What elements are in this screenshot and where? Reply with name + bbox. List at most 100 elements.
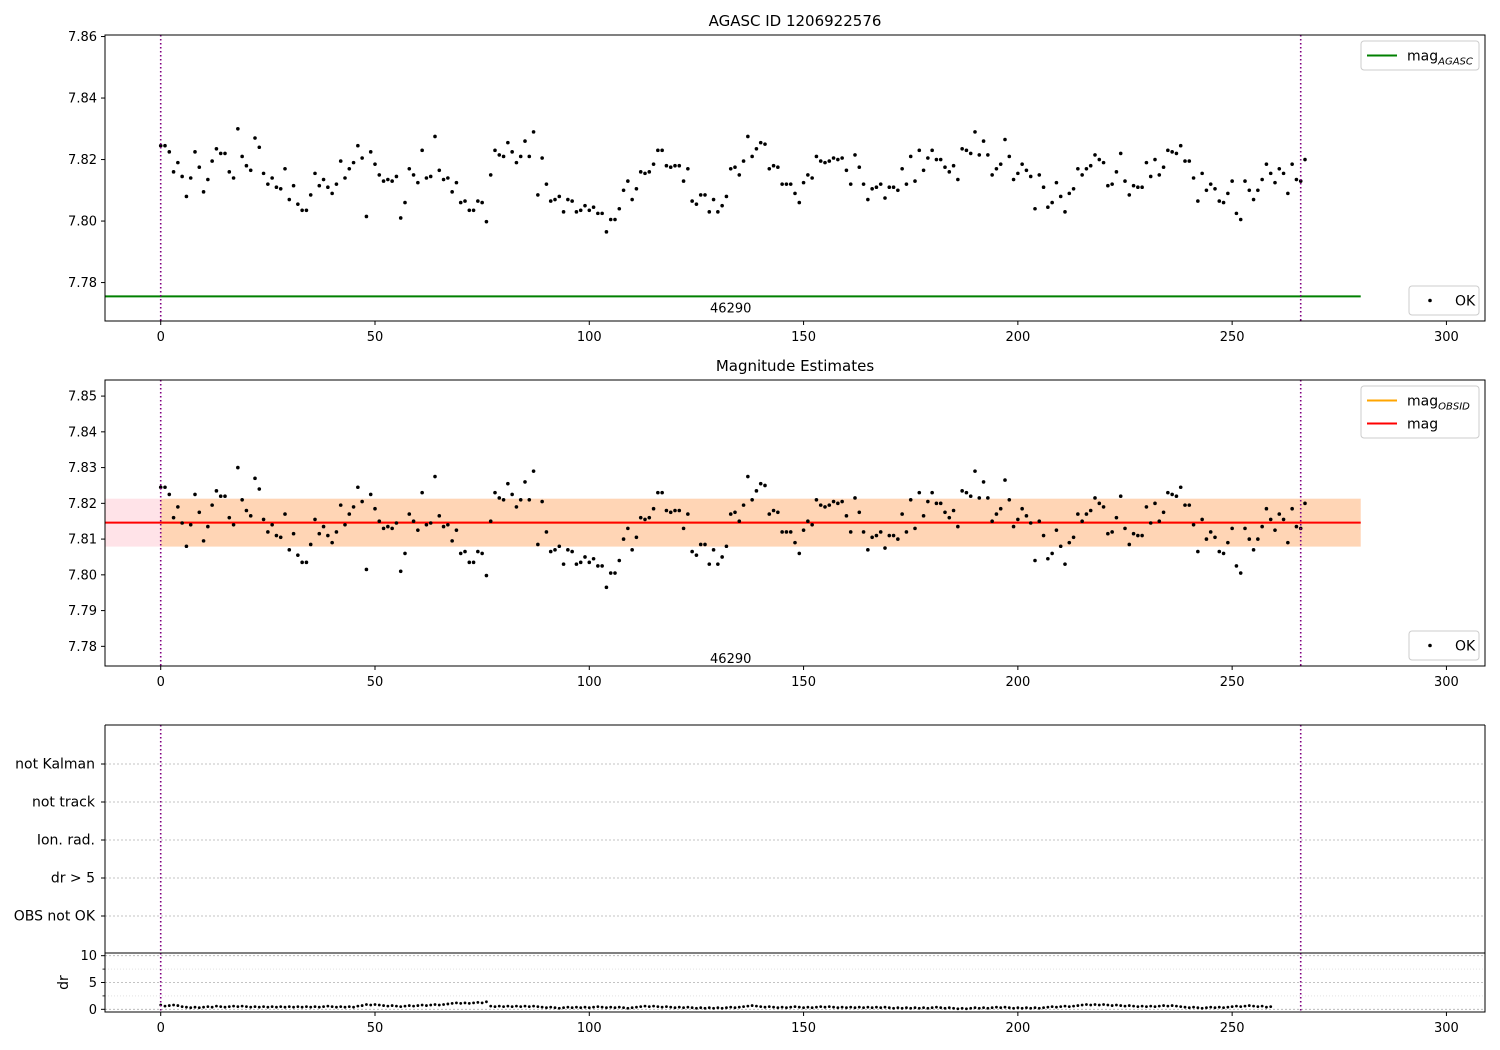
data-point [947, 1006, 951, 1010]
data-point [249, 1005, 253, 1009]
data-point [1020, 506, 1024, 511]
data-point [1200, 517, 1204, 522]
data-point [261, 517, 266, 522]
data-point [210, 159, 214, 163]
data-point [223, 494, 227, 498]
axes-frame [104, 952, 1486, 1013]
data-point [377, 1003, 381, 1007]
data-point [219, 1005, 223, 1009]
data-point [926, 1006, 930, 1010]
data-point [1071, 186, 1076, 191]
data-point [755, 1004, 758, 1008]
data-point [245, 1005, 248, 1009]
data-point [343, 522, 347, 527]
data-point [403, 551, 407, 556]
obsid-label: 46290 [710, 652, 751, 667]
data-point [853, 153, 857, 157]
magnitude-estimates-panel: 46290 0 50 100 150 200 250 300 7.78 7.79 7.80 7.81 7… [68, 357, 1486, 690]
data-point [313, 517, 317, 522]
data-point [433, 1003, 437, 1006]
data-point [737, 519, 742, 524]
data-point [382, 1004, 385, 1007]
data-point [373, 506, 377, 511]
data-point [742, 1005, 745, 1009]
chart-title: AGASC ID 1206922576 [709, 12, 882, 30]
data-point [788, 530, 793, 534]
data-point [677, 1005, 681, 1009]
data-point [1016, 171, 1020, 176]
data-point [630, 548, 634, 552]
data-point [257, 487, 262, 491]
data-point [973, 1006, 977, 1010]
data-point [193, 492, 197, 497]
data-point [1166, 148, 1170, 153]
data-point [827, 159, 832, 163]
data-point [300, 560, 304, 565]
data-point [1011, 524, 1016, 529]
data-point [1020, 1006, 1024, 1010]
data-point [501, 154, 506, 159]
plot-area: 46290 [105, 380, 1361, 667]
data-point [788, 182, 793, 186]
data-point [1136, 533, 1140, 538]
data-point [403, 1004, 407, 1008]
data-point [964, 490, 969, 495]
data-point [330, 191, 334, 196]
data-point [797, 551, 802, 556]
data-point [1123, 179, 1127, 183]
data-point [861, 182, 866, 186]
data-point [317, 531, 322, 536]
data-point [780, 530, 784, 534]
data-point [214, 489, 219, 493]
x-tick-label: 150 [791, 675, 816, 690]
data-point [990, 1006, 994, 1010]
data-point [557, 544, 562, 549]
chart-title: Magnitude Estimates [716, 357, 874, 375]
legend-marker-swatch [1428, 643, 1432, 648]
data-point [429, 1003, 433, 1007]
data-point [1294, 177, 1299, 182]
data-point [664, 163, 669, 168]
data-point [767, 166, 772, 171]
legend-label-base: OK [1455, 639, 1476, 655]
data-point [352, 1005, 355, 1009]
data-point [381, 526, 386, 531]
data-point [218, 494, 223, 498]
data-point [1063, 1004, 1067, 1008]
legend-label: OK [1455, 639, 1476, 655]
data-point [428, 174, 433, 179]
data-point [673, 163, 677, 168]
data-point [845, 1006, 848, 1010]
data-point [806, 173, 810, 177]
data-point [771, 163, 776, 168]
data-point [651, 506, 656, 511]
data-point [424, 522, 429, 527]
data-point [857, 510, 862, 515]
data-point [1273, 528, 1277, 532]
data-point [1175, 1004, 1178, 1008]
data-point [917, 148, 922, 153]
data-point [1131, 183, 1136, 188]
data-point [815, 1005, 818, 1009]
legend-label-base: OK [1455, 294, 1476, 310]
data-point [1243, 1004, 1247, 1008]
data-point [1050, 1005, 1054, 1009]
data-point [343, 176, 347, 180]
data-point [724, 544, 729, 549]
data-point [973, 130, 977, 134]
data-point [785, 1006, 788, 1010]
data-point [780, 182, 784, 186]
data-point [818, 159, 823, 163]
data-point [634, 186, 639, 191]
data-point [712, 1006, 715, 1010]
data-point [381, 179, 386, 183]
data-point [673, 1006, 677, 1010]
data-point [1072, 1004, 1075, 1008]
data-point [728, 512, 733, 516]
data-point [347, 1005, 351, 1009]
data-point [278, 186, 283, 191]
data-point [476, 549, 480, 554]
data-point [1166, 1004, 1170, 1008]
data-point [218, 151, 223, 156]
data-point [266, 1005, 270, 1009]
